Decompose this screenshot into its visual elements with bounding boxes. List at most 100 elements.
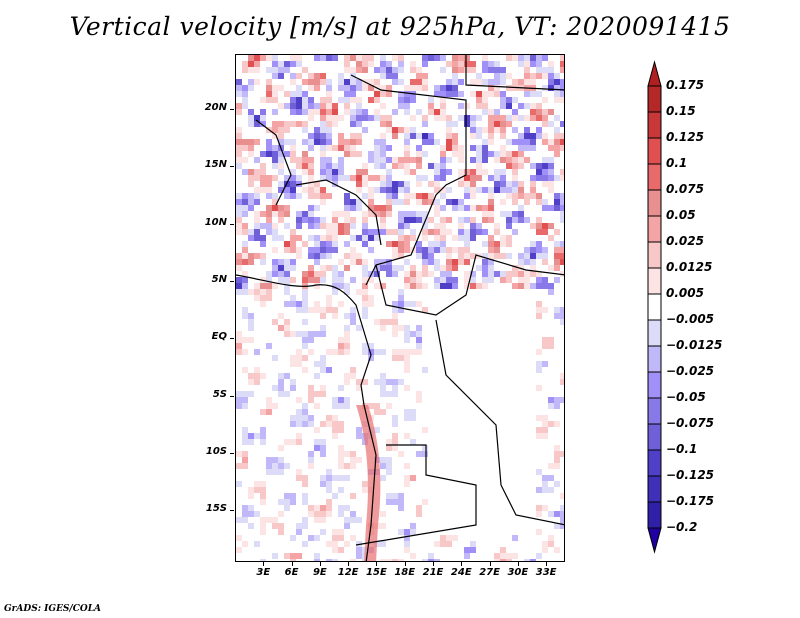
- field-cell: [536, 109, 542, 115]
- field-cell: [386, 121, 392, 127]
- field-cell: [248, 289, 254, 295]
- field-cell: [332, 397, 338, 403]
- field-cell: [518, 211, 524, 217]
- field-cell: [446, 271, 452, 277]
- field-cell: [518, 271, 524, 277]
- lon-tick-label: 6E: [284, 567, 299, 578]
- field-cell: [476, 169, 482, 175]
- field-cell: [458, 223, 464, 229]
- field-cell: [248, 253, 254, 259]
- field-cell: [248, 181, 254, 187]
- field-cell: [524, 133, 530, 139]
- field-cell: [266, 211, 272, 217]
- field-cell: [434, 211, 440, 217]
- field-cell: [326, 55, 332, 61]
- field-cell: [542, 253, 548, 259]
- field-cell: [350, 85, 356, 91]
- field-cell: [350, 55, 356, 61]
- field-cell: [386, 457, 392, 463]
- field-cell: [260, 289, 266, 295]
- field-cell: [320, 511, 326, 517]
- field-cell: [260, 151, 266, 157]
- field-cell: [392, 187, 398, 193]
- field-cell: [440, 277, 446, 283]
- field-cell: [404, 337, 410, 343]
- field-cell: [278, 445, 284, 451]
- field-cell: [398, 97, 404, 103]
- field-cell: [284, 439, 290, 445]
- field-cell: [314, 307, 320, 313]
- field-cell: [440, 187, 446, 193]
- field-cell: [416, 85, 422, 91]
- field-cell: [506, 157, 512, 163]
- field-cell: [320, 325, 326, 331]
- field-cell: [272, 403, 278, 409]
- field-cell: [524, 55, 530, 61]
- field-cell: [248, 205, 254, 211]
- field-cell: [290, 361, 296, 367]
- field-cell: [494, 169, 500, 175]
- field-cell: [236, 481, 242, 487]
- field-cell: [236, 397, 242, 403]
- field-cell: [542, 109, 548, 115]
- country-border: [236, 274, 377, 561]
- field-cell: [458, 217, 464, 223]
- field-cell: [350, 223, 356, 229]
- field-cell: [530, 163, 536, 169]
- field-cell: [278, 217, 284, 223]
- lat-tick: [230, 166, 234, 168]
- field-cell: [380, 175, 386, 181]
- field-cell: [284, 391, 290, 397]
- lon-tick: [489, 562, 491, 566]
- field-cell: [536, 361, 542, 367]
- field-cell: [368, 229, 374, 235]
- field-cell: [302, 301, 308, 307]
- field-cell: [248, 115, 254, 121]
- field-cell: [344, 475, 350, 481]
- field-cell: [242, 289, 248, 295]
- lat-tick-label: 10N: [204, 216, 227, 228]
- field-cell: [302, 187, 308, 193]
- field-cell: [356, 427, 362, 433]
- field-cell: [482, 205, 488, 211]
- field-cell: [356, 67, 362, 73]
- field-cell: [320, 529, 326, 535]
- field-cell: [422, 151, 428, 157]
- field-cell: [530, 241, 536, 247]
- field-cell: [248, 199, 254, 205]
- field-cell: [242, 229, 248, 235]
- field-cell: [386, 319, 392, 325]
- field-cell: [368, 205, 374, 211]
- field-cell: [296, 55, 302, 61]
- field-cell: [314, 301, 320, 307]
- field-cell: [314, 283, 320, 289]
- field-cell: [494, 79, 500, 85]
- field-cell: [524, 217, 530, 223]
- field-cell: [524, 247, 530, 253]
- field-cell: [542, 205, 548, 211]
- field-cell: [416, 67, 422, 73]
- field-cell: [398, 265, 404, 271]
- field-cell: [236, 199, 242, 205]
- field-cell: [404, 181, 410, 187]
- field-cell: [386, 229, 392, 235]
- field-cell: [302, 277, 308, 283]
- field-cell: [242, 511, 248, 517]
- colorbar-label: 0.15: [666, 104, 696, 118]
- field-cell: [404, 211, 410, 217]
- field-cell: [500, 187, 506, 193]
- field-cell: [386, 187, 392, 193]
- lon-tick-label: 21E: [422, 567, 444, 578]
- field-cell: [434, 109, 440, 115]
- field-cell: [344, 241, 350, 247]
- field-cell: [332, 103, 338, 109]
- field-cell: [536, 169, 542, 175]
- field-cell: [404, 109, 410, 115]
- field-cell: [476, 73, 482, 79]
- field-cell: [422, 139, 428, 145]
- field-cell: [272, 235, 278, 241]
- field-cell: [410, 127, 416, 133]
- field-cell: [320, 271, 326, 277]
- field-cell: [326, 367, 332, 373]
- field-cell: [542, 433, 548, 439]
